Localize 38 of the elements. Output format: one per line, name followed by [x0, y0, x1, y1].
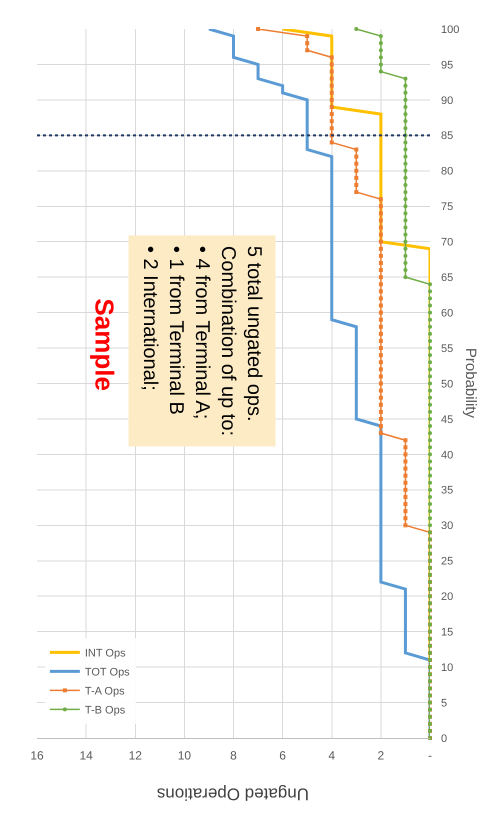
y-tick-label: 30: [441, 520, 454, 532]
annotation: Sample: [90, 298, 120, 391]
x-tick-label: 12: [128, 748, 142, 762]
y-tick-label: 50: [441, 378, 454, 390]
annotation: 5 total ungated ops. Combination of up to: • 4 from Terminal A; • 1 from Terminal B • 2 International;: [139, 246, 266, 436]
y-tick-label: 5: [441, 697, 448, 710]
y-axis-title: Probability: [462, 348, 480, 418]
x-tick-label: 8: [230, 748, 238, 762]
x-tick-label: 2: [378, 748, 385, 762]
legend-label: T-B Ops: [84, 704, 126, 717]
y-tick-label: 80: [441, 166, 454, 178]
y-tick-label: 100: [441, 24, 460, 36]
y-tick-label: 35: [441, 484, 454, 497]
x-tick-label: 14: [79, 748, 94, 762]
y-tick-label: 40: [441, 449, 454, 462]
y-tick-label: 10: [441, 662, 454, 674]
y-tick-label: 90: [441, 94, 454, 107]
x-axis-title: Ungated Operations: [156, 784, 309, 804]
y-tick-label: 15: [441, 626, 454, 638]
x-tick-label: 16: [30, 748, 44, 762]
x-tick-label: -: [428, 748, 432, 762]
y-tick-label: 75: [441, 201, 454, 214]
legend-label: T-A Ops: [84, 686, 126, 698]
y-tick-label: 65: [441, 272, 454, 284]
y-tick-label: 60: [441, 307, 454, 320]
legend-label: INT Ops: [84, 648, 126, 660]
y-tick-label: 85: [441, 130, 454, 142]
y-tick-label: 20: [441, 591, 454, 604]
y-tick-label: 25: [441, 556, 454, 568]
x-tick-label: 4: [328, 748, 336, 762]
y-tick-label: 55: [441, 342, 454, 355]
y-tick-label: 95: [441, 59, 454, 72]
y-tick-label: 70: [441, 236, 454, 249]
y-tick-label: 45: [441, 414, 454, 426]
x-tick-label: 10: [178, 748, 192, 762]
y-tick-label: 0: [441, 732, 448, 745]
legend-label: TOT Ops: [84, 666, 130, 679]
x-tick-label: 6: [279, 748, 286, 762]
